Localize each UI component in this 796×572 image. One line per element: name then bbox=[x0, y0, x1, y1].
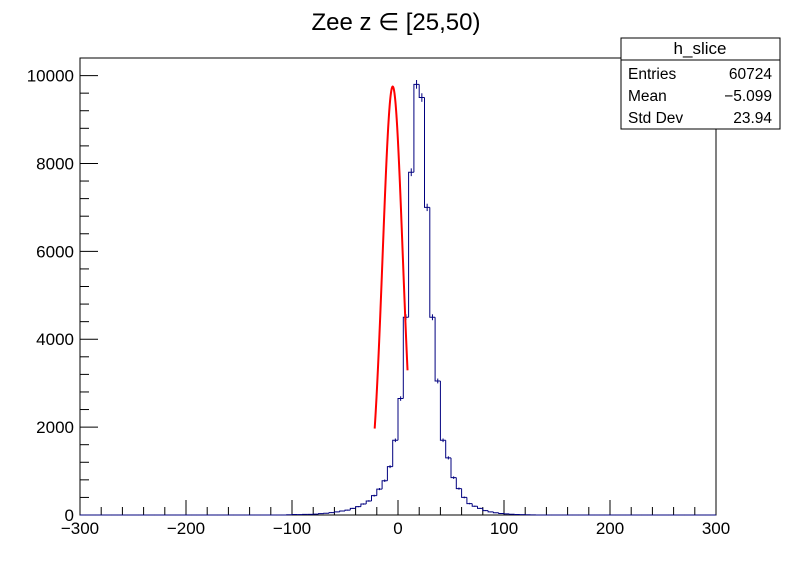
axes: 0 2000 4000 6000 8000 10000 −300 −200 −100 0 100 20… bbox=[27, 57, 730, 538]
y-tick-label: 6000 bbox=[36, 242, 74, 261]
histogram-bin bbox=[424, 97, 430, 208]
histogram-bin bbox=[386, 466, 393, 481]
histogram-bin bbox=[397, 398, 404, 441]
histogram-bin bbox=[471, 503, 478, 507]
histogram-bin bbox=[381, 480, 388, 490]
y-tick-label: 2000 bbox=[36, 418, 74, 437]
histogram-bin bbox=[418, 84, 425, 99]
histogram-bin bbox=[365, 500, 372, 505]
histogram-bin bbox=[439, 380, 446, 441]
stats-entries-label: Entries bbox=[628, 66, 676, 83]
histogram-bin bbox=[461, 488, 467, 498]
x-tick-label: 200 bbox=[596, 519, 624, 538]
stats-box: h_slice Entries 60724 Mean −5.099 Std De… bbox=[620, 37, 781, 130]
histogram-bin bbox=[445, 440, 451, 459]
histogram-bin bbox=[355, 506, 361, 509]
histogram-bin bbox=[482, 508, 489, 512]
x-tick-label: −200 bbox=[167, 519, 205, 538]
stats-stddev-value: 23.94 bbox=[733, 110, 772, 127]
histogram-bin bbox=[477, 506, 483, 509]
histogram-bin bbox=[413, 83, 420, 173]
histogram-bin bbox=[450, 457, 457, 479]
histogram-bin bbox=[492, 511, 499, 514]
histogram-bin bbox=[429, 207, 436, 318]
histogram-bin bbox=[455, 477, 462, 490]
histogram-bin bbox=[333, 511, 340, 513]
stats-entries-value: 60724 bbox=[729, 66, 772, 83]
x-tick-label: 100 bbox=[490, 519, 518, 538]
x-tick-label: −100 bbox=[273, 519, 311, 538]
histogram-bin bbox=[328, 512, 335, 514]
histogram-bin bbox=[408, 171, 414, 318]
chart-title: Zee z ∈ [25,50) bbox=[312, 9, 481, 36]
stats-mean-value: −5.099 bbox=[724, 88, 772, 105]
y-tick-label: 10000 bbox=[27, 67, 74, 86]
histogram-bin bbox=[392, 439, 398, 467]
histogram-bin bbox=[360, 503, 367, 507]
stats-mean-label: Mean bbox=[628, 88, 667, 105]
y-tick-label: 0 bbox=[65, 506, 74, 525]
histogram-bin bbox=[487, 510, 494, 513]
histogram-bin bbox=[466, 497, 473, 505]
histogram-bin bbox=[344, 509, 351, 512]
y-tick-label: 4000 bbox=[36, 330, 74, 349]
histogram-bin bbox=[376, 488, 383, 496]
histogram-bin bbox=[402, 316, 409, 399]
histogram-bin bbox=[349, 507, 356, 511]
stats-stddev-label: Std Dev bbox=[628, 110, 683, 127]
x-tick-label: −300 bbox=[61, 519, 99, 538]
stats-box-frame bbox=[620, 37, 781, 130]
x-tick-label: 300 bbox=[702, 519, 730, 538]
histogram-bin bbox=[371, 495, 377, 501]
histogram-bin bbox=[339, 510, 345, 512]
histogram-bin bbox=[434, 317, 441, 382]
stats-box-title: h_slice bbox=[674, 39, 727, 58]
gaussian-fit-curve bbox=[373, 85, 409, 429]
x-tick-label: 0 bbox=[393, 519, 402, 538]
histogram-bin bbox=[498, 512, 504, 514]
y-tick-label: 8000 bbox=[36, 154, 74, 173]
plot-area bbox=[80, 80, 716, 516]
